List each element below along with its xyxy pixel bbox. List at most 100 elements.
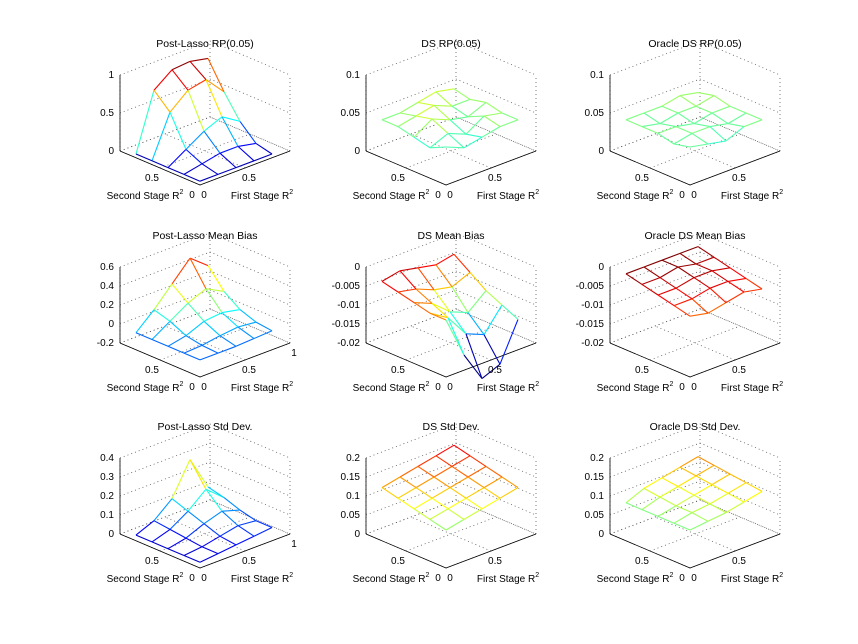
surface-edge — [449, 487, 467, 499]
x-tick-label: 0 — [201, 573, 207, 584]
z-tick-label: 0.05 — [585, 108, 605, 119]
y-tick-label: 0.5 — [635, 173, 649, 184]
surface-edge — [711, 484, 729, 494]
surface-edge — [189, 61, 207, 80]
surface-edge — [679, 252, 697, 265]
subplot-4: -0.2 0 0.2 0.4 0.6 0 0.5 1 0 0.5 First Stage R2 Sec… — [97, 230, 297, 394]
surface-edge — [679, 95, 697, 107]
surface-edge — [381, 112, 401, 121]
surface-edge — [659, 112, 679, 125]
surface-edge — [187, 90, 205, 132]
surface-edge — [381, 476, 401, 489]
surface-edge — [417, 465, 435, 478]
surface-edge — [417, 267, 435, 291]
surface-edge — [713, 95, 731, 107]
surface-edge — [219, 326, 239, 337]
surface-edge — [435, 253, 455, 266]
surface-edge — [171, 257, 191, 285]
surface-edge — [695, 95, 715, 107]
z-tick-label: 0 — [108, 146, 114, 157]
surface-edge — [221, 510, 239, 527]
surface-edge — [467, 115, 485, 118]
surface-edge — [693, 484, 713, 496]
tick-labels: 0 0.05 0.1 0 0.5 0 0.5 — [585, 70, 747, 201]
surface-edge — [199, 173, 219, 182]
surface-edge — [431, 487, 451, 499]
surface-edge — [697, 246, 715, 258]
surface-mesh — [135, 57, 273, 182]
surface-edge — [185, 335, 203, 346]
x-axis-label: First Stage R2 — [477, 572, 539, 585]
surface-edge — [397, 288, 417, 293]
surface-edge — [451, 286, 469, 313]
surface-edge — [467, 476, 485, 489]
surface-edge — [397, 115, 417, 128]
surface-edge — [431, 118, 449, 134]
y-tick-label: 0.5 — [145, 365, 159, 376]
surface-edge — [239, 121, 257, 144]
x-tick-label: 0.5 — [732, 556, 746, 567]
y-tick-label: 0.5 — [391, 556, 405, 567]
surface-edge — [689, 520, 709, 531]
surface-edge — [743, 288, 763, 293]
surface-edge — [499, 487, 519, 499]
surface-edge — [499, 319, 519, 365]
surface-edge — [661, 466, 681, 479]
surface-edge — [449, 311, 467, 335]
z-tick-label: -0.01 — [581, 300, 604, 311]
surface-edge — [183, 352, 201, 361]
subplot-title: Post-Lasso RP(0.05) — [156, 38, 253, 50]
surface-edge — [221, 509, 241, 512]
x-axis-label: First Stage R2 — [231, 381, 293, 394]
surface-edge — [625, 266, 645, 275]
surface-edge — [167, 345, 185, 354]
z-tick-label: 0.2 — [590, 453, 604, 464]
surface-edge — [415, 104, 435, 117]
surface-edge — [673, 298, 693, 307]
surface-edge — [485, 465, 503, 478]
surface-edge — [693, 112, 713, 125]
surface-edge — [217, 544, 237, 555]
surface-edge — [415, 288, 435, 291]
surface-edge — [169, 111, 187, 150]
y-tick-label: 0.5 — [145, 556, 159, 567]
surface-edge — [429, 312, 447, 321]
surface-edge — [499, 119, 519, 128]
surface-edge — [485, 290, 503, 306]
surface-edge — [709, 280, 729, 289]
surface-edge — [151, 338, 169, 347]
surface-edge — [417, 91, 437, 103]
surface-edge — [203, 312, 223, 322]
surface-edge — [237, 142, 257, 147]
x-tick-label: 0.5 — [488, 173, 502, 184]
surface-edge — [413, 136, 431, 149]
z-tick-label: -0.015 — [332, 319, 361, 330]
y-axis-label: Second Stage R2 — [353, 189, 430, 202]
surface-edge — [659, 123, 677, 128]
surface-edge — [465, 487, 485, 499]
surface-edge — [711, 112, 729, 125]
surface-edge — [203, 320, 221, 337]
surface-mesh — [135, 257, 273, 361]
surface-edge — [169, 302, 189, 322]
surface-edge — [205, 288, 225, 292]
surface-edge — [167, 167, 185, 175]
z-tick-label: 0 — [598, 529, 604, 540]
surface-edge — [641, 126, 659, 134]
surface-edge — [169, 510, 189, 530]
surface-edge — [451, 271, 471, 288]
surface-edge — [153, 283, 173, 311]
x-tick-label: 0.5 — [732, 173, 746, 184]
surface-edge — [201, 546, 219, 555]
surface-edge — [725, 501, 745, 514]
surface-edge — [707, 512, 727, 522]
surface-edge — [729, 105, 747, 114]
x-tick-label: 0.5 — [242, 556, 256, 567]
surface-edge — [697, 92, 715, 97]
surface-edge — [697, 456, 715, 466]
z-tick-label: 0 — [108, 529, 114, 540]
surface-edge — [657, 515, 675, 524]
subplot-title: DS RP(0.05) — [421, 38, 481, 50]
